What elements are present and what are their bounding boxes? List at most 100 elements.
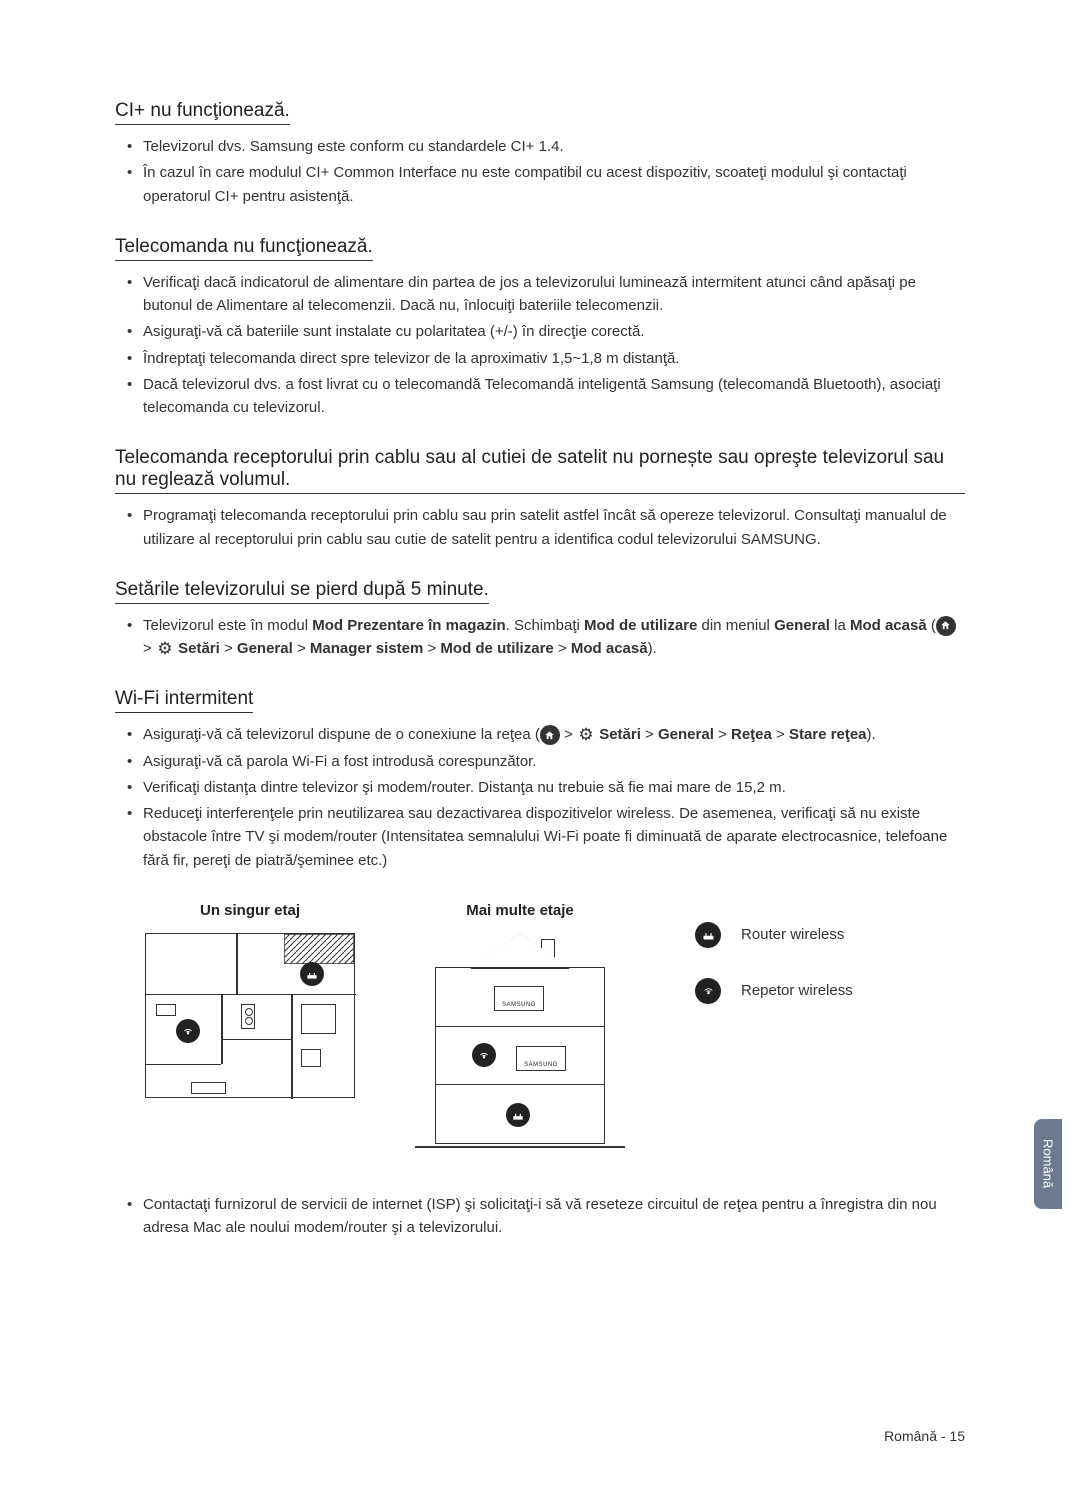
fixture: [301, 1004, 336, 1034]
list-wifi: Asiguraţi-vă că televizorul dispune de o…: [115, 723, 965, 872]
text: >: [143, 640, 156, 657]
list-item: Televizorul este în modul Mod Prezentare…: [143, 614, 965, 661]
text-bold: Mod acasă: [571, 640, 648, 657]
text: la: [830, 617, 850, 634]
text-bold: Mod Prezentare în magazin: [312, 617, 505, 634]
legend-row-repeater: Repetor wireless: [695, 978, 853, 1004]
repeater-icon: [695, 978, 721, 1004]
list-item: Asiguraţi-vă că parola Wi-Fi a fost intr…: [143, 750, 965, 773]
building-body: SAMSUNG SAMSUNG: [435, 967, 605, 1144]
text-bold: General: [237, 640, 293, 657]
text: . Schimbaţi: [506, 617, 584, 634]
text: >: [293, 640, 310, 657]
repeater-icon: [472, 1043, 496, 1067]
text: ).: [648, 640, 657, 657]
tv-device: SAMSUNG: [516, 1046, 566, 1071]
list-item: Contactaţi furnizorul de servicii de int…: [143, 1193, 965, 1240]
list-item: Asiguraţi-vă că bateriile sunt instalate…: [143, 320, 965, 343]
text-bold: Stare reţea: [789, 726, 867, 743]
ground-line: [415, 1146, 625, 1148]
heading-wifi: Wi-Fi intermitent: [115, 688, 253, 713]
home-icon: [936, 616, 956, 636]
heading-settings-lost: Setările televizorului se pierd după 5 m…: [115, 579, 489, 604]
list-item: În cazul în care modulul CI+ Common Inte…: [143, 161, 965, 208]
list-item: Reduceţi interferenţele prin neutilizare…: [143, 802, 965, 872]
router-icon: [506, 1103, 530, 1127]
text: din meniul: [697, 617, 774, 634]
list-ci-plus: Televizorul dvs. Samsung este conform cu…: [115, 135, 965, 208]
fixture: [191, 1082, 226, 1094]
text: Asiguraţi-vă că televizorul dispune de o…: [143, 726, 540, 743]
text-bold: Setări: [599, 726, 641, 743]
text-bold: General: [658, 726, 714, 743]
heading-ci-plus: CI+ nu funcţionează.: [115, 100, 290, 125]
legend-label-router: Router wireless: [741, 926, 844, 943]
floor-line: [436, 1026, 604, 1028]
legend-row-router: Router wireless: [695, 922, 853, 948]
gear-icon: ⚙: [156, 640, 174, 658]
list-cable-remote: Programaţi telecomanda receptorului prin…: [115, 504, 965, 551]
list-item: Îndreptaţi telecomanda direct spre telev…: [143, 347, 965, 370]
text-bold: General: [774, 617, 830, 634]
list-item: Verificaţi distanţa dintre televizor şi …: [143, 776, 965, 799]
text-bold: Manager sistem: [310, 640, 423, 657]
text: >: [423, 640, 440, 657]
wall: [236, 934, 238, 994]
diagram-multi-floor: Mai multe etaje SAMSUNG SAMSUNG: [415, 902, 625, 1148]
text-bold: Mod de utilizare: [584, 617, 697, 634]
diagram-title-multi: Mai multe etaje: [466, 902, 574, 919]
list-wifi-final: Contactaţi furnizorul de servicii de int…: [115, 1193, 965, 1240]
text-bold: Reţea: [731, 726, 772, 743]
text: >: [560, 726, 577, 743]
wall: [221, 994, 223, 1064]
legend-label-repeater: Repetor wireless: [741, 982, 853, 999]
text: >: [714, 726, 731, 743]
repeater-icon: [176, 1019, 200, 1043]
list-remote: Verificaţi dacă indicatorul de alimentar…: [115, 271, 965, 420]
floorplan-diagram: [145, 933, 355, 1098]
floor-line: [436, 1084, 604, 1086]
wall: [291, 994, 293, 1099]
section-ci-plus: CI+ nu funcţionează. Televizorul dvs. Sa…: [115, 100, 965, 208]
hatched-area: [284, 934, 354, 964]
section-cable-remote: Telecomanda receptorului prin cablu sau …: [115, 447, 965, 551]
wall: [146, 1064, 221, 1066]
tv-device: SAMSUNG: [494, 986, 544, 1011]
section-remote: Telecomanda nu funcţionează. Verificaţi …: [115, 236, 965, 420]
fixture: [301, 1049, 321, 1067]
language-tab: Română: [1034, 1119, 1062, 1209]
text: >: [554, 640, 571, 657]
diagrams-row: Un singur etaj: [145, 902, 965, 1148]
text-bold: Setări: [178, 640, 220, 657]
gear-icon: ⚙: [577, 726, 595, 744]
fixture: [241, 1004, 255, 1029]
diagram-title-single: Un singur etaj: [200, 902, 300, 919]
heading-remote: Telecomanda nu funcţionează.: [115, 236, 373, 261]
page-footer: Română - 15: [884, 1428, 965, 1444]
text-bold: Mod acasă: [850, 617, 927, 634]
text: >: [772, 726, 789, 743]
text-bold: Mod de utilizare: [440, 640, 553, 657]
section-wifi: Wi-Fi intermitent Asiguraţi-vă că televi…: [115, 688, 965, 1239]
multistory-diagram: SAMSUNG SAMSUNG: [415, 933, 625, 1148]
fixture: [156, 1004, 176, 1016]
wall: [221, 1039, 291, 1041]
text: Televizorul este în modul: [143, 617, 312, 634]
heading-cable-remote: Telecomanda receptorului prin cablu sau …: [115, 447, 965, 494]
list-item: Verificaţi dacă indicatorul de alimentar…: [143, 271, 965, 318]
text: ).: [867, 726, 876, 743]
list-item: Programaţi telecomanda receptorului prin…: [143, 504, 965, 551]
text: >: [220, 640, 237, 657]
roof-fill: [472, 933, 568, 967]
diagram-legend: Router wireless Repetor wireless: [695, 922, 853, 1004]
diagram-single-floor: Un singur etaj: [145, 902, 355, 1098]
wall: [146, 994, 356, 996]
text: (: [927, 617, 936, 634]
list-item: Dacă televizorul dvs. a fost livrat cu o…: [143, 373, 965, 420]
router-icon: [695, 922, 721, 948]
router-icon: [300, 962, 324, 986]
home-icon: [540, 725, 560, 745]
list-item: Asiguraţi-vă că televizorul dispune de o…: [143, 723, 965, 746]
text: >: [641, 726, 658, 743]
list-item: Televizorul dvs. Samsung este conform cu…: [143, 135, 965, 158]
